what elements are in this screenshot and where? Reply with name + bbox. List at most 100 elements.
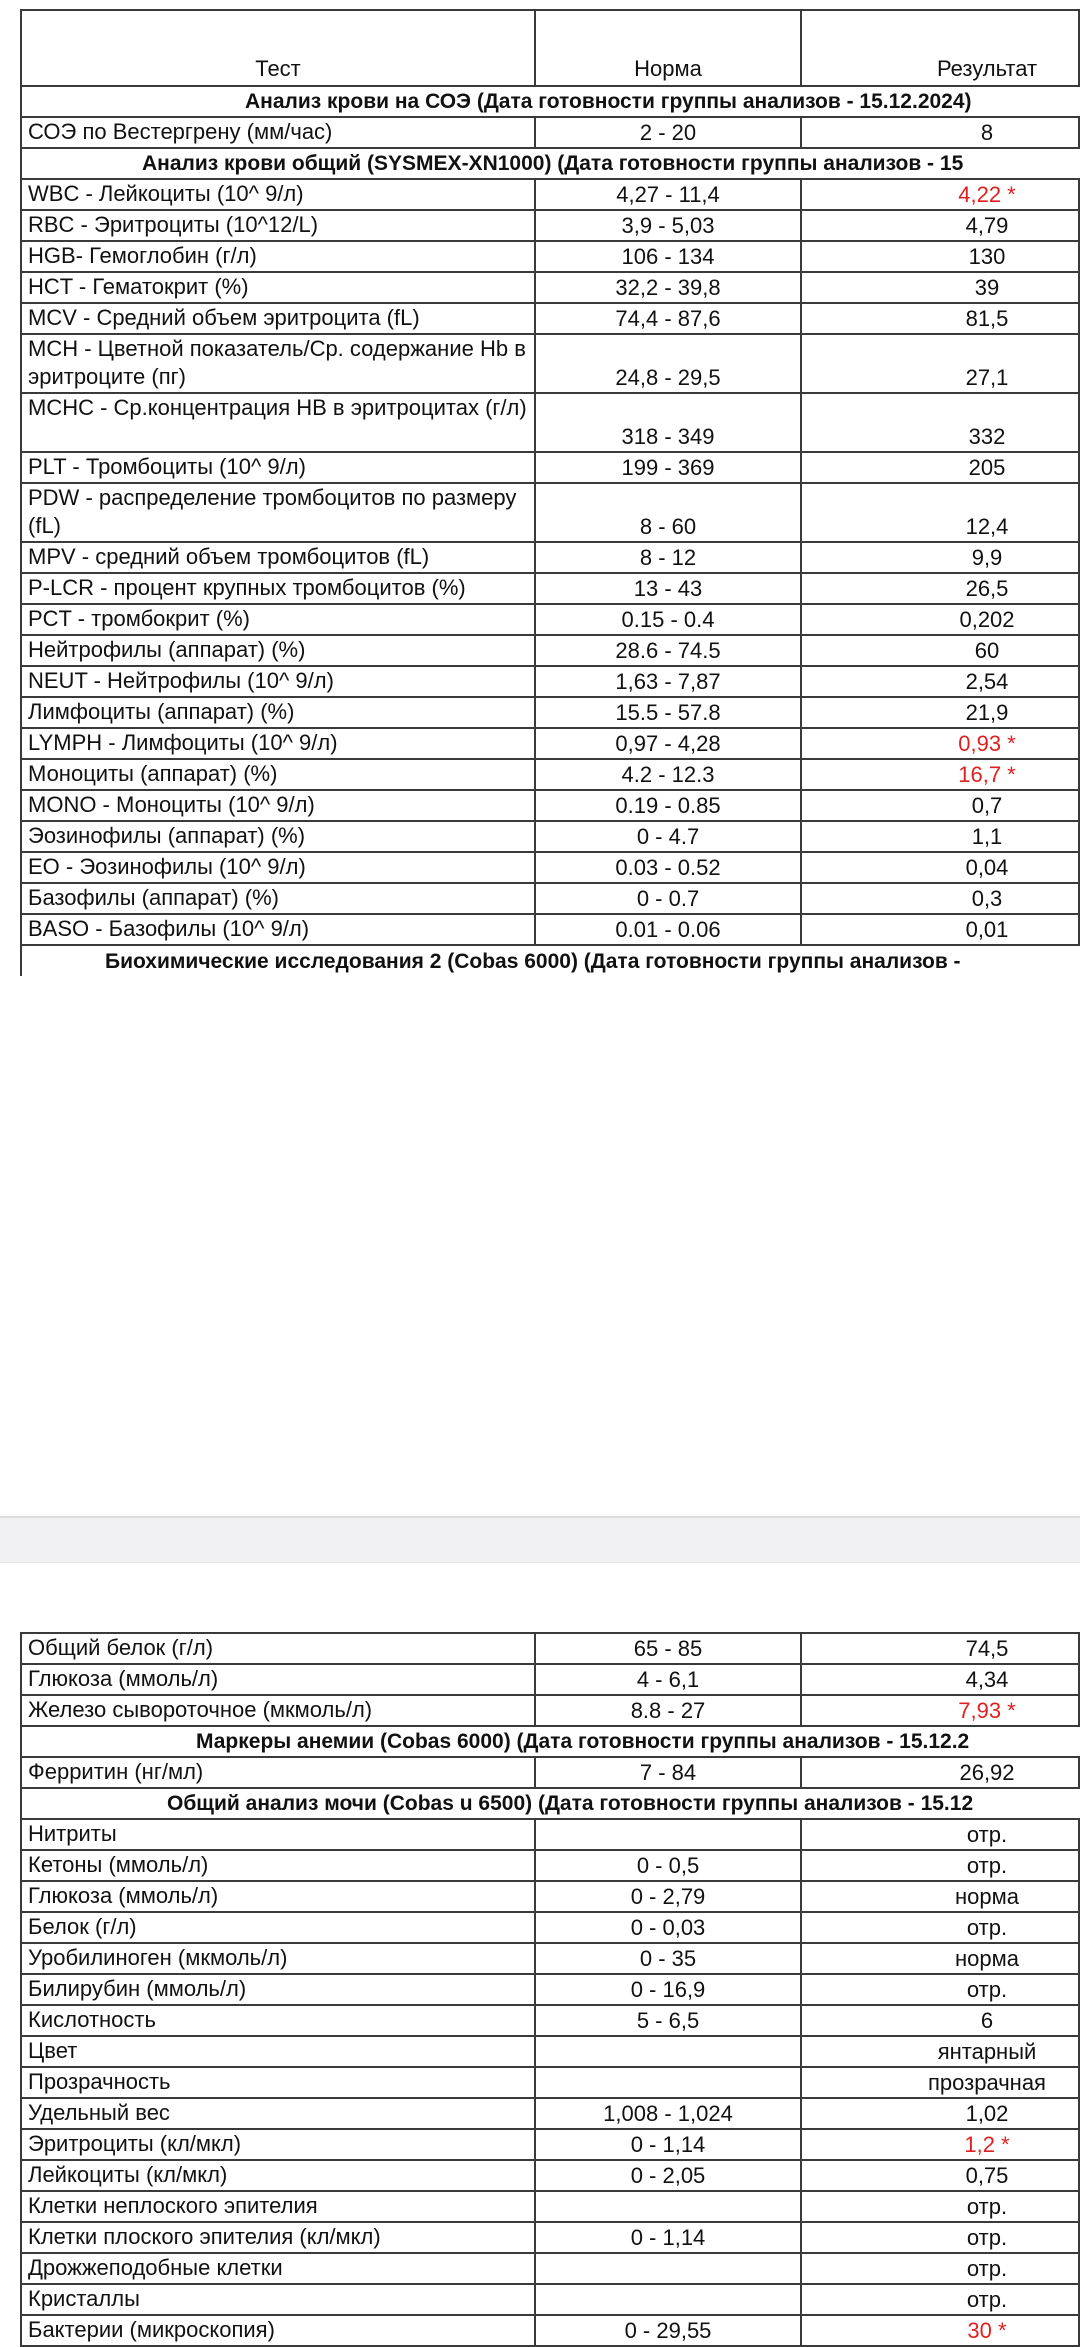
table-row: Лейкоциты (кл/мкл) 0 - 2,05 0,75 (20, 2159, 1080, 2192)
result-value: 1,2 * (800, 2128, 1080, 2161)
table-row: WBC - Лейкоциты (10^ 9/л) 4,27 - 11,4 4,22… (20, 178, 1080, 211)
reference-range: 0 - 0,5 (534, 1849, 802, 1882)
reference-range: 0 - 1,14 (534, 2221, 802, 2254)
result-value: 205 (800, 451, 1080, 484)
result-value: 0,3 (800, 882, 1080, 915)
result-value: 1,02 (800, 2097, 1080, 2130)
reference-range: 15.5 - 57.8 (534, 696, 802, 729)
section-title: Маркеры анемии (Cobas 6000) (Дата готовн… (20, 1725, 1079, 1758)
table-row: MCH - Цветной показатель/Ср. содержание … (20, 333, 1080, 394)
result-value: 0,01 (800, 913, 1080, 946)
test-name: PLT - Тромбоциты (10^ 9/л) (20, 451, 536, 484)
result-value: 21,9 (800, 696, 1080, 729)
reference-range: 0.19 - 0.85 (534, 789, 802, 822)
reference-range: 74,4 - 87,6 (534, 302, 802, 335)
result-value: 12,4 (800, 482, 1080, 543)
reference-range: 0.03 - 0.52 (534, 851, 802, 884)
reference-range: 0 - 2,05 (534, 2159, 802, 2192)
reference-range: 8 - 12 (534, 541, 802, 574)
result-value: отр. (800, 2252, 1080, 2285)
table-row: Общий белок (г/л) 65 - 85 74,5 (20, 1632, 1080, 1665)
test-name: WBC - Лейкоциты (10^ 9/л) (20, 178, 536, 211)
table-row: Глюкоза (ммоль/л) 0 - 2,79 норма (20, 1880, 1080, 1913)
section-header-row: Анализ крови общий (SYSMEX-XN1000) (Дата… (20, 147, 1079, 180)
test-name: Клетки неплоского эпителия (20, 2190, 536, 2223)
test-name: RBC - Эритроциты (10^12/L) (20, 209, 536, 242)
result-value: 130 (800, 240, 1080, 273)
test-name: Моноциты (аппарат) (%) (20, 758, 536, 791)
reference-range (534, 2252, 802, 2285)
test-name: Дрожжеподобные клетки (20, 2252, 536, 2285)
header-result: Результат (800, 9, 1080, 87)
section-header-row: Маркеры анемии (Cobas 6000) (Дата готовн… (20, 1725, 1079, 1758)
table-row: HGB- Гемоглобин (г/л) 106 - 134 130 (20, 240, 1080, 273)
reference-range: 0 - 2,79 (534, 1880, 802, 1913)
section-header-row: Анализ крови на СОЭ (Дата готовности гру… (20, 85, 1079, 118)
table-row: Глюкоза (ммоль/л) 4 - 6,1 4,34 (20, 1663, 1080, 1696)
section-title: Общий анализ мочи (Cobas u 6500) (Дата г… (20, 1787, 1079, 1820)
result-value: отр. (800, 2283, 1080, 2316)
test-name: Билирубин (ммоль/л) (20, 1973, 536, 2006)
reference-range: 318 - 349 (534, 392, 802, 453)
test-name: СОЭ по Вестергрену (мм/час) (20, 116, 536, 149)
table-row: MPV - средний объем тромбоцитов (fL) 8 - … (20, 541, 1080, 574)
test-name: Бактерии (микроскопия) (20, 2314, 536, 2347)
table-row: MCV - Средний объем эритроцита (fL) 74,4 … (20, 302, 1080, 335)
table-row: Лимфоциты (аппарат) (%) 15.5 - 57.8 21,9 (20, 696, 1080, 729)
table-row: Клетки неплоского эпителия отр. (20, 2190, 1080, 2223)
table-row: Кетоны (ммоль/л) 0 - 0,5 отр. (20, 1849, 1080, 1882)
table-row: Ферритин (нг/мл) 7 - 84 26,92 (20, 1756, 1080, 1789)
test-name: Базофилы (аппарат) (%) (20, 882, 536, 915)
result-value: 30 * (800, 2314, 1080, 2347)
reference-range: 1,008 - 1,024 (534, 2097, 802, 2130)
reference-range: 4,27 - 11,4 (534, 178, 802, 211)
table-row: PDW - распределение тромбоцитов по разме… (20, 482, 1080, 543)
test-name: Эритроциты (кл/мкл) (20, 2128, 536, 2161)
table-row: RBC - Эритроциты (10^12/L) 3,9 - 5,03 4,79 (20, 209, 1080, 242)
reference-range (534, 2190, 802, 2223)
table-row: Базофилы (аппарат) (%) 0 - 0.7 0,3 (20, 882, 1080, 915)
result-value: 1,1 (800, 820, 1080, 853)
reference-range: 13 - 43 (534, 572, 802, 605)
table-row: Кислотность 5 - 6,5 6 (20, 2004, 1080, 2037)
table-row: Клетки плоского эпителия (кл/мкл) 0 - 1,1… (20, 2221, 1080, 2254)
test-name: HGB- Гемоглобин (г/л) (20, 240, 536, 273)
table-row: Эозинофилы (аппарат) (%) 0 - 4.7 1,1 (20, 820, 1080, 853)
result-value: 4,79 (800, 209, 1080, 242)
reference-range: 0,97 - 4,28 (534, 727, 802, 760)
reference-range: 0 - 0,03 (534, 1911, 802, 1944)
reference-range: 0 - 1,14 (534, 2128, 802, 2161)
result-value: 0,93 * (800, 727, 1080, 760)
table-row: СОЭ по Вестергрену (мм/час) 2 - 20 8 (20, 116, 1080, 149)
reference-range: 1,63 - 7,87 (534, 665, 802, 698)
reference-range: 65 - 85 (534, 1632, 802, 1665)
result-value: 2,54 (800, 665, 1080, 698)
table-row: Цвет янтарный (20, 2035, 1080, 2068)
results-table-page-1: Тест Норма Результат Анализ крови на СОЭ… (20, 9, 1080, 976)
table-row: Железо сывороточное (мкмоль/л) 8.8 - 27 7,… (20, 1694, 1080, 1727)
table-row: Нейтрофилы (аппарат) (%) 28.6 - 74.5 60 (20, 634, 1080, 667)
reference-range: 24,8 - 29,5 (534, 333, 802, 394)
table-row: Прозрачность прозрачная (20, 2066, 1080, 2099)
result-value: 6 (800, 2004, 1080, 2037)
reference-range: 8.8 - 27 (534, 1694, 802, 1727)
table-row: Кристаллы отр. (20, 2283, 1080, 2316)
result-value: 81,5 (800, 302, 1080, 335)
result-value: норма (800, 1942, 1080, 1975)
result-value: отр. (800, 1849, 1080, 1882)
section-title: Анализ крови общий (SYSMEX-XN1000) (Дата… (20, 147, 1079, 180)
test-name: PDW - распределение тромбоцитов по разме… (20, 482, 536, 543)
test-name: MPV - средний объем тромбоцитов (fL) (20, 541, 536, 574)
header-test: Тест (20, 9, 536, 87)
test-name: Кристаллы (20, 2283, 536, 2316)
result-value: 4,34 (800, 1663, 1080, 1696)
table-row: HCT - Гематокрит (%) 32,2 - 39,8 39 (20, 271, 1080, 304)
page-separator (0, 1516, 1080, 1563)
test-name: Общий белок (г/л) (20, 1632, 536, 1665)
result-value: 0,04 (800, 851, 1080, 884)
table-row: MCHC - Ср.концентрация HB в эритроцитах … (20, 392, 1080, 453)
result-value: отр. (800, 1818, 1080, 1851)
table-row: P-LCR - процент крупных тромбоцитов (%) 1… (20, 572, 1080, 605)
table-row: Удельный вес 1,008 - 1,024 1,02 (20, 2097, 1080, 2130)
result-value: 16,7 * (800, 758, 1080, 791)
